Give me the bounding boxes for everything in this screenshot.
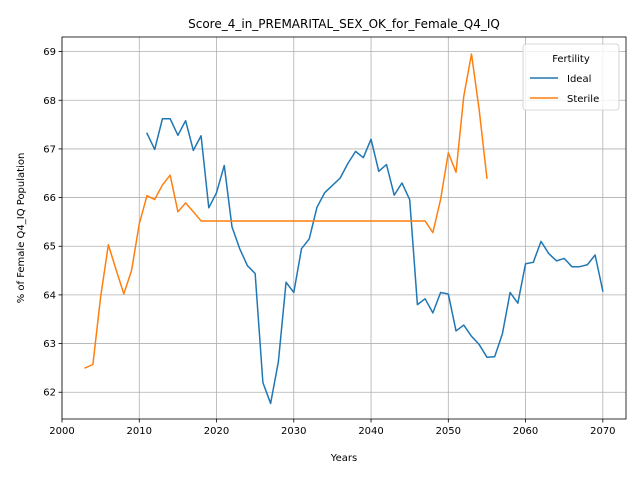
series-line-sterile [84,53,488,369]
x-tick-label: 2000 [49,426,74,437]
series-lines [84,53,604,405]
y-tick-label: 67 [43,144,56,155]
legend-label-ideal: Ideal [567,74,591,85]
y-axis-label: % of Female Q4_IQ Population [16,153,27,304]
y-tick-label: 64 [43,290,56,301]
y-tick-label: 65 [43,242,56,253]
series-line-ideal [145,118,604,405]
legend: Fertility Ideal Sterile [522,43,620,111]
x-tick-label: 2020 [204,426,229,437]
y-axis: 62 63 64 65 66 67 68 69 [43,47,62,399]
legend-box [522,43,620,111]
chart-title: Score_4_in_PREMARITAL_SEX_OK_for_Female_… [188,17,500,31]
x-tick-label: 2070 [590,426,615,437]
legend-label-sterile: Sterile [567,94,599,105]
x-tick-label: 2010 [127,426,152,437]
y-tick-label: 68 [43,96,56,107]
x-tick-label: 2050 [436,426,461,437]
y-tick-label: 62 [43,388,56,399]
y-tick-label: 69 [43,47,56,58]
x-tick-label: 2040 [358,426,383,437]
y-tick-label: 66 [43,193,56,204]
x-tick-label: 2030 [281,426,306,437]
legend-title: Fertility [552,54,590,65]
plot-frame [61,36,627,420]
y-tick-label: 63 [43,339,56,350]
x-tick-label: 2060 [513,426,538,437]
x-axis-label: Years [330,453,357,464]
x-axis: 2000 2010 2020 2030 2040 2050 2060 2070 [49,419,616,437]
